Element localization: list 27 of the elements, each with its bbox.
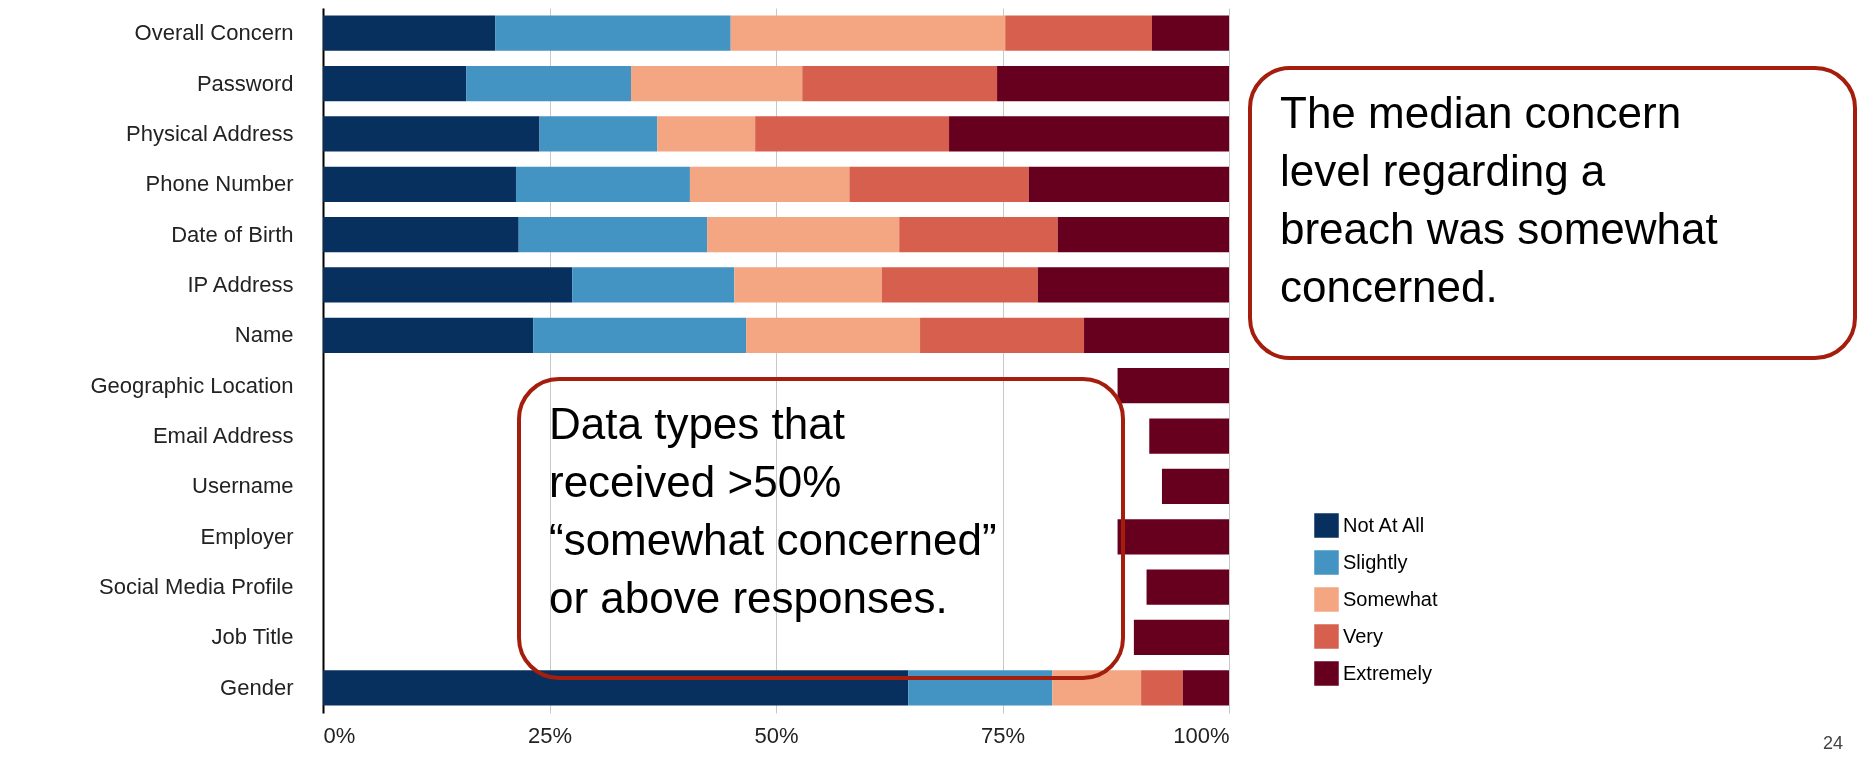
y-tick-label: Gender <box>220 674 294 700</box>
x-tick-label: 75% <box>980 722 1026 748</box>
legend-label: Slightly <box>1343 550 1408 573</box>
y-tick-label: Phone Number <box>145 171 294 197</box>
legend-label: Not At All <box>1343 513 1425 536</box>
x-tick-label: 50% <box>754 722 799 748</box>
annotation: Data types that received >50% “somewhat concerned” or above responses. <box>549 399 997 622</box>
y-tick-label: Date of Birth <box>171 221 294 247</box>
x-tick-label: 0% <box>323 722 356 748</box>
x-tick-label: 100% <box>1173 722 1230 748</box>
y-tick-label: Overall Concern <box>134 20 294 46</box>
y-tick-label: Social Media Profile <box>99 574 294 600</box>
y-tick-label: IP Address <box>187 271 294 297</box>
y-tick-label: Username <box>192 473 294 499</box>
legend-label: Very <box>1343 624 1384 647</box>
y-tick-label: Name <box>234 322 294 348</box>
legend-label: Somewhat <box>1343 587 1438 610</box>
y-tick-label: Geographic Location <box>90 372 294 398</box>
y-tick-label: Job Title <box>211 624 294 650</box>
y-tick-label: Email Address <box>152 423 294 449</box>
x-tick-label: 25% <box>527 722 573 748</box>
legend-label: Extremely <box>1343 661 1432 684</box>
y-tick-label: Employer <box>200 523 294 549</box>
y-tick-label: Physical Address <box>125 120 294 146</box>
text: 24 <box>1822 733 1843 753</box>
y-tick-label: Password <box>196 70 294 96</box>
text: The median concern level regarding a breach was somewhat concerned. <box>1280 88 1718 311</box>
